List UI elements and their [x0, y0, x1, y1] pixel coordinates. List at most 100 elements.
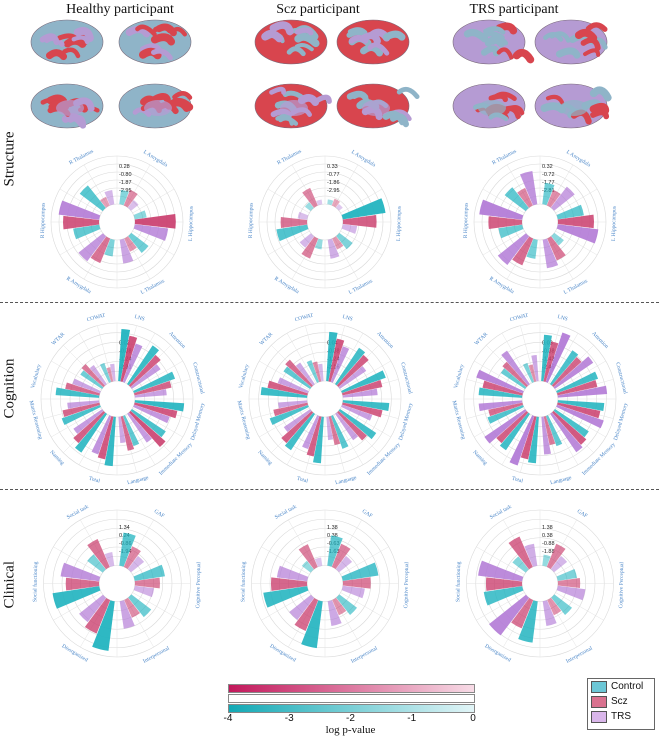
category-label: R Amygdala	[273, 276, 300, 296]
polar-chart-clinical-healthy: 1.340.24-0.86-1.94GAFCognitive Perceptua…	[31, 504, 202, 665]
brain-medial-wall	[478, 100, 506, 116]
category-label: GAF	[361, 509, 374, 520]
legend-label: TRS	[611, 711, 631, 722]
grid-ring	[306, 565, 344, 602]
polar-bar-trs	[497, 233, 530, 266]
category-label: L Hippocampus	[611, 206, 618, 241]
polar-bar-scz	[120, 335, 138, 382]
grid-ring	[521, 203, 559, 241]
polar-bar-trs	[341, 404, 373, 421]
polar-bar-trs	[283, 409, 312, 432]
polar-bar-trs	[489, 594, 530, 636]
brain-gyrus	[294, 27, 314, 36]
grid-spoke	[476, 592, 525, 621]
brain-medial-wall	[280, 100, 308, 116]
category-label: R Thalamus	[68, 148, 94, 166]
column-title-trs: TRS participant	[469, 2, 559, 17]
polar-bar-scz	[508, 536, 533, 570]
grid-spoke	[333, 333, 364, 384]
polar-bar-scz	[551, 410, 587, 445]
polar-bar-trs	[60, 562, 101, 582]
polar-chart-cognition-scz: 0.04-0.38-1.24-2.16LNSAttentionConstruct…	[236, 312, 415, 486]
category-label: L Hippocampus	[188, 206, 195, 241]
polar-bar-control	[341, 562, 379, 581]
category-label: L Thalamus	[140, 278, 166, 296]
brain-gyrus	[45, 49, 68, 61]
polar-bar-scz	[328, 338, 345, 382]
polar-bar-control	[134, 400, 185, 412]
polar-chart-structure-scz: 0.33 -0.77 -1.86 -2.95 L Amygdala L Hippocamp…	[248, 148, 403, 296]
polar-bar-scz	[332, 236, 344, 250]
polar-bar-control	[74, 412, 108, 453]
polar-bar-trs	[501, 350, 530, 386]
polar-bar-trs	[133, 404, 170, 424]
polar-bar-trs	[335, 412, 358, 441]
radial-tick-label: -1.86	[327, 180, 340, 186]
polar-bar-control	[553, 408, 589, 438]
category-label: LNS	[342, 314, 354, 323]
brain-gyrus	[151, 48, 173, 61]
brain-gyrus	[278, 115, 299, 126]
polar-bar-trs	[335, 555, 353, 573]
polar-bar-control	[104, 238, 115, 257]
polar-bar-scz	[62, 402, 100, 418]
polar-bar-control	[276, 224, 309, 242]
polar-bar-scz	[65, 382, 100, 396]
polar-bar-scz	[100, 196, 110, 208]
grid-ring	[521, 565, 559, 602]
polar-bar-control	[478, 387, 523, 398]
polar-bar-scz	[512, 236, 534, 266]
polar-bar-trs	[556, 224, 599, 244]
grid-spoke	[267, 230, 310, 256]
category-label: R Hippocampus	[40, 203, 47, 239]
polar-grid	[43, 509, 191, 658]
grid-spoke	[267, 188, 310, 214]
polar-bar-scz	[128, 410, 166, 448]
brain-gyrus	[549, 31, 571, 43]
category-label: Constructional	[399, 362, 413, 395]
category-label: Social task	[274, 504, 298, 521]
polar-bar-control	[263, 586, 309, 608]
polar-bar-scz	[306, 416, 322, 457]
polar-bar-scz	[87, 539, 110, 570]
polar-bar-trs	[341, 585, 365, 599]
brain-gyrus	[151, 92, 171, 103]
brain-gyrus	[383, 30, 406, 41]
polar-bar-trs	[72, 378, 101, 394]
brain-surface	[534, 83, 612, 129]
brain-gyrus	[589, 86, 612, 102]
brain-gyrus	[367, 42, 390, 56]
polar-bar-trs	[133, 585, 155, 598]
brain-gyrus	[496, 47, 514, 60]
brain-gyrus	[269, 86, 286, 95]
polar-chart-clinical-scz: 1.380.38-0.63-1.63GAFCognitive Perceptua…	[239, 504, 410, 665]
category-label: R Amygdala	[65, 276, 92, 296]
category-label: Social task	[66, 504, 90, 521]
polar-bar-trs	[509, 415, 535, 466]
polar-bar-control	[260, 387, 308, 398]
polar-bar-control	[487, 404, 524, 424]
brain-gyrus	[172, 91, 193, 100]
radial-tick-label: 1.38	[327, 525, 338, 531]
polar-bar-control	[119, 532, 136, 567]
polar-bar-scz	[547, 236, 566, 261]
brain-gyrus	[488, 93, 508, 103]
polar-bar-scz	[342, 214, 377, 228]
polar-bar-scz	[543, 416, 556, 446]
brain-gyrus	[589, 102, 610, 115]
grid-spoke	[286, 333, 317, 384]
brain-gyrus	[73, 27, 94, 42]
grid-spoke	[501, 414, 532, 465]
brain-surface	[30, 83, 104, 129]
polar-grid	[40, 322, 194, 476]
polar-bar-scz	[488, 402, 523, 417]
polar-bar-trs	[531, 355, 539, 382]
polar-bar-scz	[488, 216, 523, 230]
category-label: Total	[296, 476, 309, 485]
polar-bar-scz	[557, 214, 594, 229]
category-label: Disorganized	[484, 643, 512, 663]
grid-spoke	[476, 546, 525, 575]
polar-bar-scz	[557, 380, 598, 396]
polar-bar-trs	[127, 200, 139, 211]
polar-bar-control	[334, 347, 366, 386]
